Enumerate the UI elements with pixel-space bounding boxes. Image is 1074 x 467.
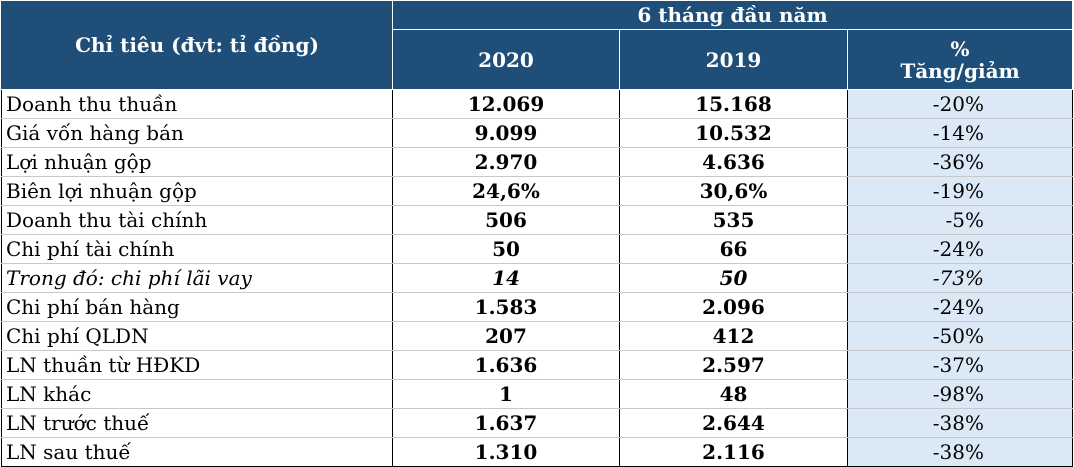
change-percent: -24% xyxy=(846,292,1074,322)
value-2020: 1.637 xyxy=(392,408,620,438)
change-percent: -14% xyxy=(846,118,1074,148)
value-2019: 535 xyxy=(619,205,848,235)
change-percent: -98% xyxy=(846,379,1074,409)
label-column-header: Chỉ tiêu (đvt: tỉ đồng) xyxy=(1,0,393,90)
table-row: Doanh thu tài chính 506 535 -5% xyxy=(1,205,1074,235)
change-percent: -20% xyxy=(846,89,1074,119)
row-label: Chi phí bán hàng xyxy=(1,292,393,322)
value-2020: 506 xyxy=(392,205,620,235)
value-2020: 2.970 xyxy=(392,147,620,177)
value-2020: 1.636 xyxy=(392,350,620,380)
year-2020-header: 2020 xyxy=(392,29,620,90)
change-header-line2: Tăng/giảm xyxy=(900,58,1020,83)
row-label: Doanh thu thuần xyxy=(1,89,393,119)
row-label: Chi phí QLDN xyxy=(1,321,393,351)
value-2019: 4.636 xyxy=(619,147,848,177)
row-label: Trong đó: chi phí lãi vay xyxy=(1,263,393,293)
row-label: LN trước thuế xyxy=(1,408,393,438)
table-row: LN sau thuế 1.310 2.116 -38% xyxy=(1,437,1074,467)
change-percent: -73% xyxy=(846,263,1074,293)
value-2020: 14 xyxy=(392,263,620,293)
table-row-subitem: Trong đó: chi phí lãi vay 14 50 -73% xyxy=(1,263,1074,293)
value-2020: 50 xyxy=(392,234,620,264)
change-percent: -37% xyxy=(846,350,1074,380)
table-row: Giá vốn hàng bán 9.099 10.532 -14% xyxy=(1,118,1074,148)
value-2020: 12.069 xyxy=(392,89,620,119)
table-body: Doanh thu thuần 12.069 15.168 -20% Giá v… xyxy=(1,89,1074,467)
value-2019: 2.644 xyxy=(619,408,848,438)
value-2020: 207 xyxy=(392,321,620,351)
row-label: Lợi nhuận gộp xyxy=(1,147,393,177)
value-2019: 2.116 xyxy=(619,437,848,467)
table-row: LN thuần từ HĐKD 1.636 2.597 -37% xyxy=(1,350,1074,380)
table-row: Chi phí tài chính 50 66 -24% xyxy=(1,234,1074,264)
change-percent: -24% xyxy=(846,234,1074,264)
change-percent: -50% xyxy=(846,321,1074,351)
value-2020: 9.099 xyxy=(392,118,620,148)
change-percent: -36% xyxy=(846,147,1074,177)
value-2019: 48 xyxy=(619,379,848,409)
table-header: Chỉ tiêu (đvt: tỉ đồng) 6 tháng đầu năm … xyxy=(1,0,1074,90)
table-row: Doanh thu thuần 12.069 15.168 -20% xyxy=(1,89,1074,119)
value-2019: 66 xyxy=(619,234,848,264)
value-2020: 1 xyxy=(392,379,620,409)
row-label: LN khác xyxy=(1,379,393,409)
value-2019: 2.597 xyxy=(619,350,848,380)
value-2019: 30,6% xyxy=(619,176,848,206)
value-2019: 412 xyxy=(619,321,848,351)
value-2019: 2.096 xyxy=(619,292,848,322)
row-label: LN sau thuế xyxy=(1,437,393,467)
table-row: Biên lợi nhuận gộp 24,6% 30,6% -19% xyxy=(1,176,1074,206)
row-label: Chi phí tài chính xyxy=(1,234,393,264)
value-2019: 10.532 xyxy=(619,118,848,148)
period-header: 6 tháng đầu năm xyxy=(391,0,1074,30)
header-row-group: Chỉ tiêu (đvt: tỉ đồng) 6 tháng đầu năm xyxy=(1,0,1074,90)
row-label: Giá vốn hàng bán xyxy=(1,118,393,148)
table-row: Chi phí bán hàng 1.583 2.096 -24% xyxy=(1,292,1074,322)
change-header-line1: % xyxy=(950,36,970,61)
change-percent: -19% xyxy=(846,176,1074,206)
table-row: Chi phí QLDN 207 412 -50% xyxy=(1,321,1074,351)
change-percent: -38% xyxy=(846,408,1074,438)
value-2020: 1.310 xyxy=(392,437,620,467)
value-2020: 24,6% xyxy=(392,176,620,206)
year-2019-header: 2019 xyxy=(619,29,848,90)
table-row: LN trước thuế 1.637 2.644 -38% xyxy=(1,408,1074,438)
change-column-header: % Tăng/giảm xyxy=(846,29,1074,90)
change-percent: -38% xyxy=(846,437,1074,467)
table-row: Lợi nhuận gộp 2.970 4.636 -36% xyxy=(1,147,1074,177)
row-label: Doanh thu tài chính xyxy=(1,205,393,235)
row-label: Biên lợi nhuận gộp xyxy=(1,176,393,206)
value-2019: 50 xyxy=(619,263,848,293)
header-row-years: 2020 2019 % Tăng/giảm xyxy=(2,29,1074,90)
table-row: LN khác 1 48 -98% xyxy=(1,379,1074,409)
row-label: LN thuần từ HĐKD xyxy=(1,350,393,380)
value-2019: 15.168 xyxy=(619,89,848,119)
change-percent: -5% xyxy=(846,205,1074,235)
value-2020: 1.583 xyxy=(392,292,620,322)
